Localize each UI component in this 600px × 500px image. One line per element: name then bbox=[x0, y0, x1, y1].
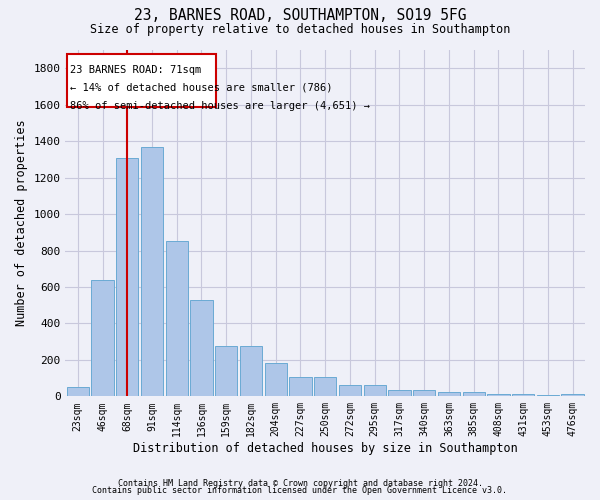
Bar bbox=[289, 377, 311, 396]
Bar bbox=[339, 386, 361, 396]
Bar bbox=[67, 54, 217, 108]
Bar bbox=[141, 146, 163, 396]
X-axis label: Distribution of detached houses by size in Southampton: Distribution of detached houses by size … bbox=[133, 442, 518, 455]
Bar bbox=[166, 242, 188, 396]
Text: 23, BARNES ROAD, SOUTHAMPTON, SO19 5FG: 23, BARNES ROAD, SOUTHAMPTON, SO19 5FG bbox=[134, 8, 466, 22]
Bar bbox=[91, 280, 113, 396]
Bar bbox=[240, 346, 262, 397]
Bar bbox=[463, 392, 485, 396]
Bar bbox=[215, 346, 238, 397]
Text: ← 14% of detached houses are smaller (786): ← 14% of detached houses are smaller (78… bbox=[70, 83, 333, 93]
Bar bbox=[190, 300, 212, 396]
Bar bbox=[413, 390, 436, 396]
Bar bbox=[364, 386, 386, 396]
Text: 86% of semi-detached houses are larger (4,651) →: 86% of semi-detached houses are larger (… bbox=[70, 101, 370, 111]
Y-axis label: Number of detached properties: Number of detached properties bbox=[15, 120, 28, 326]
Text: Contains public sector information licensed under the Open Government Licence v3: Contains public sector information licen… bbox=[92, 486, 508, 495]
Bar bbox=[562, 394, 584, 396]
Text: Contains HM Land Registry data © Crown copyright and database right 2024.: Contains HM Land Registry data © Crown c… bbox=[118, 478, 482, 488]
Bar bbox=[388, 390, 410, 396]
Bar bbox=[314, 377, 337, 396]
Bar bbox=[487, 394, 509, 396]
Bar bbox=[512, 394, 534, 396]
Bar bbox=[438, 392, 460, 396]
Bar bbox=[116, 158, 139, 396]
Text: 23 BARNES ROAD: 71sqm: 23 BARNES ROAD: 71sqm bbox=[70, 64, 202, 74]
Text: Size of property relative to detached houses in Southampton: Size of property relative to detached ho… bbox=[90, 22, 510, 36]
Bar bbox=[67, 387, 89, 396]
Bar bbox=[265, 362, 287, 396]
